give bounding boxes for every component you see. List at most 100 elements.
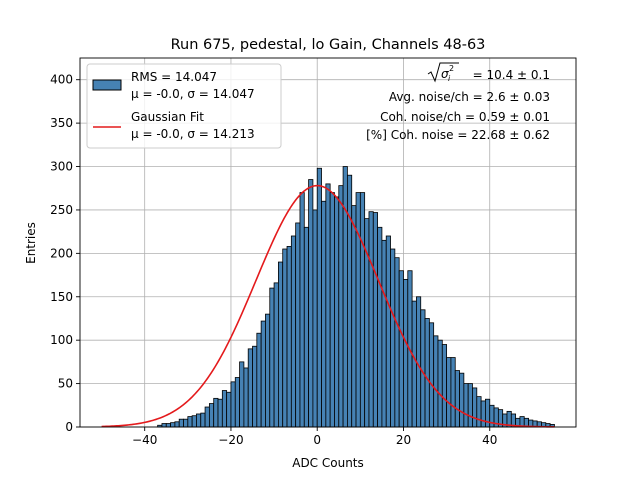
histogram-bar xyxy=(403,278,409,428)
histogram-bar xyxy=(359,192,366,428)
histogram-bar xyxy=(196,413,202,428)
histogram-bar xyxy=(433,335,439,428)
legend-fit-line2: μ = -0.0, σ = 14.213 xyxy=(131,127,255,141)
histogram-bar xyxy=(247,348,253,428)
y-tick-label: 350 xyxy=(50,116,73,130)
y-tick-label: 300 xyxy=(50,160,73,174)
histogram-bar xyxy=(312,209,318,428)
histogram-bar xyxy=(437,339,443,428)
x-tick-label: −20 xyxy=(218,433,243,447)
sqrt-sigma-symbol: σ xyxy=(441,67,449,81)
annotation-sqrt-sigma: σ i 2 = 10.4 ± 0.1 xyxy=(427,62,550,83)
histogram-bar xyxy=(372,212,379,428)
legend-rms-line2: μ = -0.0, σ = 14.047 xyxy=(131,87,255,101)
histogram-bar xyxy=(441,344,448,428)
y-tick-label: 100 xyxy=(50,333,73,347)
histogram-bar xyxy=(351,205,357,428)
histogram-bar xyxy=(273,282,279,428)
histogram-bar xyxy=(161,423,167,428)
sqrt-sign-icon xyxy=(427,62,459,83)
histogram-bar xyxy=(239,361,245,428)
histogram-bar xyxy=(230,381,236,428)
histogram-bar xyxy=(243,367,249,428)
axes-frame xyxy=(79,57,577,428)
histogram-bar xyxy=(459,372,465,428)
histogram-bar xyxy=(355,192,361,428)
histogram-bar xyxy=(286,246,292,428)
histogram-bar xyxy=(411,300,417,428)
histogram-bar xyxy=(446,357,452,428)
histogram-bar xyxy=(334,196,340,428)
histogram-bar xyxy=(170,422,176,428)
histogram-bar xyxy=(316,167,322,428)
legend-patch-rms xyxy=(92,79,122,91)
histogram-bar xyxy=(178,418,184,428)
x-tick-label: 40 xyxy=(482,433,497,447)
annotation-avg-noise: Avg. noise/ch = 2.6 ± 0.03 xyxy=(389,90,550,104)
histogram-bar xyxy=(221,390,228,428)
y-tick-label: 150 xyxy=(50,290,73,304)
legend-fit-line1: Gaussian Fit xyxy=(131,110,204,124)
sqrt-sigma-sub: i xyxy=(448,74,451,83)
annotation-coh-noise-pct: [%] Coh. noise = 22.68 ± 0.62 xyxy=(366,128,550,142)
histogram-bar xyxy=(265,313,271,428)
histogram-bar xyxy=(472,387,478,428)
histogram-bar xyxy=(290,235,297,428)
histogram-bar xyxy=(480,400,486,428)
legend: RMS = 14.047 μ = -0.0, σ = 14.047 Gaussi… xyxy=(86,63,282,149)
x-tick-label: 0 xyxy=(313,433,321,447)
y-axis-label: Entries xyxy=(24,222,38,264)
histogram-bar xyxy=(252,345,258,428)
histogram-bar xyxy=(420,309,426,428)
annotation-coh-noise: Coh. noise/ch = 0.59 ± 0.01 xyxy=(380,110,550,124)
legend-rms-line1: RMS = 14.047 xyxy=(131,70,217,84)
histogram-bar xyxy=(299,192,305,428)
x-axis-label: ADC Counts xyxy=(292,456,364,470)
histogram-bar xyxy=(368,211,374,428)
gaussian-fit-line xyxy=(101,184,555,428)
histogram-bar xyxy=(217,398,223,428)
sqrt-sigma-sup: 2 xyxy=(449,64,454,73)
histogram-bar xyxy=(476,396,482,428)
histogram-bar xyxy=(325,183,331,428)
histogram-bar xyxy=(256,332,262,428)
histogram-bar xyxy=(390,248,396,428)
histogram-bar xyxy=(226,391,232,428)
sqrt-sigma-value: = 10.4 ± 0.1 xyxy=(473,68,550,82)
histogram-bar xyxy=(260,320,266,428)
histogram-bar xyxy=(338,185,344,428)
histogram-bar xyxy=(183,418,189,428)
histogram-bar xyxy=(381,239,387,428)
histogram-bar xyxy=(377,226,383,428)
histogram-bar xyxy=(295,222,301,428)
histogram-bar xyxy=(234,377,240,428)
histogram-bar xyxy=(277,261,284,428)
y-tick-label: 0 xyxy=(65,420,73,434)
histogram-bar xyxy=(398,270,404,428)
histogram-bar xyxy=(467,383,473,428)
legend-frame xyxy=(86,63,282,149)
histogram-bar xyxy=(303,226,309,428)
histogram-bar xyxy=(385,235,391,428)
histogram-bar xyxy=(329,192,335,428)
y-tick-label: 200 xyxy=(50,246,73,260)
histogram-bar xyxy=(282,248,288,428)
histogram-bar xyxy=(204,406,210,428)
x-axis-ticks: −40 −20 0 20 40 xyxy=(132,427,497,447)
x-tick-label: 20 xyxy=(396,433,411,447)
histogram-bar xyxy=(428,322,435,428)
histogram-bar xyxy=(187,416,193,428)
chart-title: Run 675, pedestal, lo Gain, Channels 48-… xyxy=(171,37,486,53)
histogram-bar xyxy=(269,287,275,428)
histogram-bar xyxy=(308,179,314,428)
histogram-bar xyxy=(191,415,197,428)
histogram-bar xyxy=(200,412,206,428)
y-tick-label: 50 xyxy=(58,377,73,391)
histogram-bar xyxy=(463,383,469,428)
histogram-bar xyxy=(424,318,430,428)
histogram-bar xyxy=(208,403,215,428)
histogram-bar xyxy=(454,370,460,428)
y-axis-ticks: 0 50 100 150 200 250 300 350 400 xyxy=(50,73,80,434)
y-tick-label: 250 xyxy=(50,203,73,217)
